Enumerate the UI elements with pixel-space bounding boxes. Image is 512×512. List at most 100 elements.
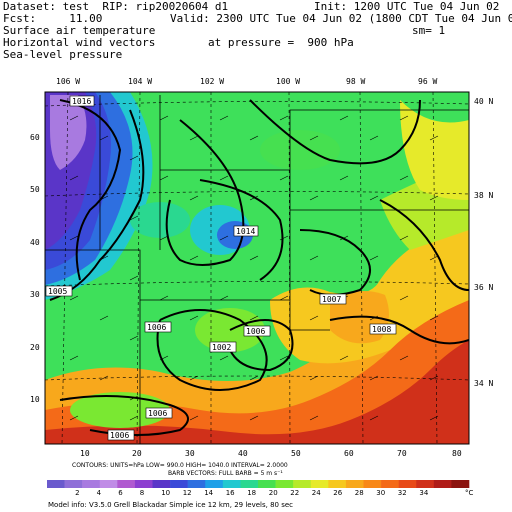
colorbar-swatch <box>363 480 382 488</box>
colorbar-label: 34 <box>419 489 428 497</box>
colorbar-label: 18 <box>247 489 256 497</box>
lat-label: 40 N <box>474 97 493 106</box>
lon-label: 98 W <box>346 77 365 86</box>
colorbar-label: 2 <box>75 489 79 497</box>
colorbar-swatch <box>433 480 452 488</box>
colorbar-swatch <box>222 480 241 488</box>
colorbar-label: 22 <box>290 489 299 497</box>
colorbar-label: 16 <box>226 489 235 497</box>
colorbar-swatch <box>99 480 118 488</box>
left-tick: 60 <box>30 133 40 142</box>
colorbar-swatch <box>152 480 171 488</box>
colorbar-label: 20 <box>269 489 278 497</box>
colorbar-label: 30 <box>376 489 385 497</box>
colorbar-label: 6 <box>118 489 123 497</box>
latitude-labels: 40 N 38 N 36 N 34 N <box>474 97 493 388</box>
pressure-label: 1016 <box>72 97 91 106</box>
bottom-tick: 10 <box>80 449 90 458</box>
colorbar-swatch <box>64 480 83 488</box>
colorbar-swatch <box>275 480 294 488</box>
barbs-info: BARB VECTORS: FULL BARB = 5 m s⁻¹ <box>168 470 283 477</box>
field-label-1: Surface air temperature <box>3 24 156 37</box>
smoothing-label: sm= 1 <box>412 24 446 37</box>
lat-label: 38 N <box>474 191 493 200</box>
valid-time: Valid: 2300 UTC Tue 04 Jun 02 (1800 CDT … <box>170 12 512 25</box>
colorbar-swatch <box>258 480 276 488</box>
colorbar-swatch <box>451 480 470 488</box>
dataset-line: Dataset: test RIP: rip20020604 d1 <box>3 0 229 13</box>
lon-label: 96 W <box>418 77 437 86</box>
colorbar-label: 8 <box>140 489 144 497</box>
colorbar-label: 26 <box>333 489 342 497</box>
colorbar-unit: °C <box>465 489 474 497</box>
colorbar-swatch <box>82 480 101 488</box>
left-tick: 20 <box>30 343 40 352</box>
colorbar-swatch <box>345 480 364 488</box>
left-tick: 30 <box>30 290 40 299</box>
colorbar-swatch <box>398 480 417 488</box>
colorbar-swatch <box>293 480 312 488</box>
colorbar-label: 10 <box>161 489 170 497</box>
bottom-tick: 60 <box>344 449 354 458</box>
bottom-tick: 50 <box>291 449 301 458</box>
bottom-tick: 30 <box>185 449 195 458</box>
init-time: Init: 1200 UTC Tue 04 Jun 02 <box>314 0 500 13</box>
bottom-tick: 40 <box>238 449 248 458</box>
lon-label: 104 W <box>128 77 152 86</box>
colorbar-label: 14 <box>204 489 213 497</box>
bottom-tick: 20 <box>132 449 142 458</box>
colorbar-swatch <box>187 480 206 488</box>
lat-lon-grid <box>45 92 469 444</box>
pressure-contours <box>49 99 469 436</box>
pressure-label: 1005 <box>48 287 67 296</box>
colorbar-swatch <box>381 480 399 488</box>
state-boundaries <box>45 95 469 444</box>
contours-info: CONTOURS: UNITS=hPa LOW= 990.0 HIGH= 104… <box>72 462 288 469</box>
colorbar-label: 32 <box>398 489 407 497</box>
forecast-hour: Fcst: 11.00 <box>3 12 103 25</box>
colorbar-swatch <box>310 480 329 488</box>
colorbar-swatch <box>47 480 65 488</box>
lat-label: 34 N <box>474 379 493 388</box>
left-tick: 50 <box>30 185 40 194</box>
lon-label: 100 W <box>276 77 300 86</box>
wind-barbs <box>69 115 439 421</box>
pressure-label: 1006 <box>110 431 129 440</box>
bottom-tick: 80 <box>452 449 462 458</box>
model-info: Model info: V3.5.0 Grell Blackadar Simpl… <box>48 501 293 509</box>
pressure-level: at pressure = 900 hPa <box>208 36 354 49</box>
temperature-colorbar <box>47 480 470 488</box>
pressure-label: 1006 <box>148 409 167 418</box>
pressure-labels: 1016 1014 1007 1006 1006 1002 1005 1008 … <box>45 95 397 441</box>
colorbar-swatch <box>170 480 188 488</box>
lat-label: 36 N <box>474 283 493 292</box>
pressure-label: 1008 <box>372 325 391 334</box>
pressure-label: 1007 <box>322 295 341 304</box>
lon-label: 102 W <box>200 77 224 86</box>
pressure-label: 1006 <box>246 327 265 336</box>
colorbar-label: 12 <box>183 489 192 497</box>
pressure-label: 1014 <box>236 227 255 236</box>
pressure-label: 1002 <box>212 343 231 352</box>
field-label-2: Horizontal wind vectors <box>3 36 156 49</box>
colorbar-labels: 2 4 6 8 10 12 14 16 18 20 22 24 26 28 30 32 34 °C <box>75 489 473 497</box>
colorbar-swatch <box>240 480 259 488</box>
left-tick: 40 <box>30 238 40 247</box>
colorbar-swatch <box>117 480 136 488</box>
pressure-label: 1006 <box>147 323 166 332</box>
map-frame <box>44 91 470 445</box>
left-grid-ticks: 60 50 40 30 20 10 <box>30 133 40 404</box>
colorbar-swatch <box>134 480 153 488</box>
colorbar-label: 4 <box>97 489 102 497</box>
colorbar-label: 28 <box>355 489 364 497</box>
colorbar-swatch <box>328 480 347 488</box>
field-label-3: Sea-level pressure <box>3 48 123 61</box>
colorbar-swatch <box>416 480 435 488</box>
bottom-tick: 70 <box>397 449 407 458</box>
colorbar-label: 24 <box>312 489 321 497</box>
colorbar-swatch <box>205 480 224 488</box>
left-tick: 10 <box>30 395 40 404</box>
longitude-labels: 106 W 104 W 102 W 100 W 98 W 96 W <box>56 77 437 86</box>
bottom-grid-ticks: 10 20 30 40 50 60 70 80 <box>80 449 462 458</box>
